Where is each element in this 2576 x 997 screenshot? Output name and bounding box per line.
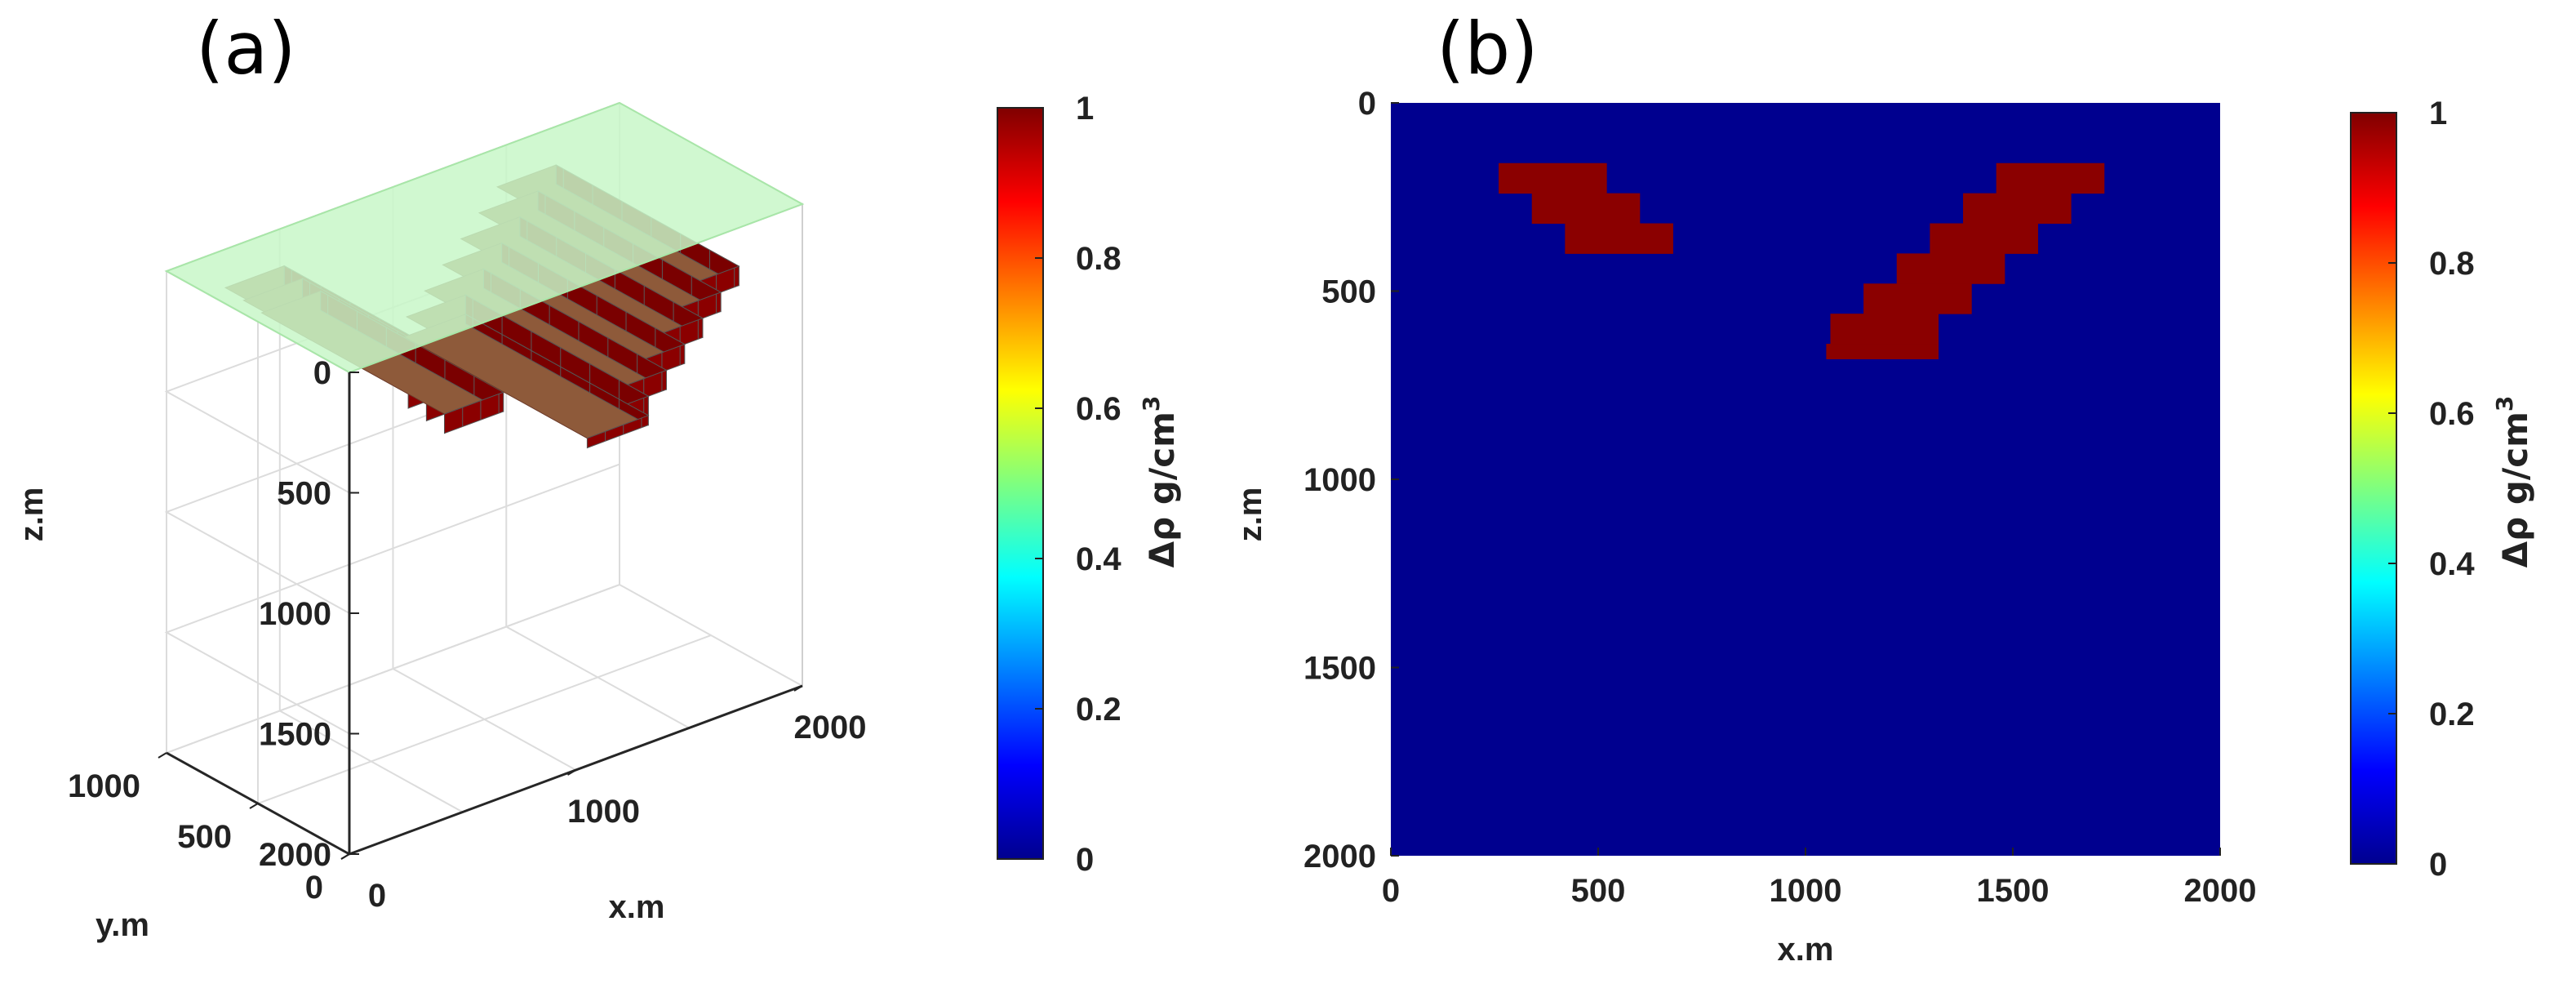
anomaly-cell-5 xyxy=(1930,223,2038,254)
panel-b-colorbar: 0 0.2 0.4 0.6 0.8 1 Δρ g/cm3 xyxy=(2350,96,2535,883)
colorbar-tick-label-1: 0.2 xyxy=(2429,697,2475,732)
panel-b-x-label: x.m xyxy=(1778,932,1834,968)
anomaly-cell-9 xyxy=(1826,344,1939,359)
x-tick-mark-2 xyxy=(793,685,803,692)
panel-b-colorbar-gradient xyxy=(2350,112,2397,865)
y-tick-mark-1 xyxy=(249,803,259,809)
colorbar-tick-label-3: 0.6 xyxy=(1076,391,1121,427)
panel-a-colorbar-ticks: 0 0.2 0.4 0.6 0.8 1 xyxy=(1035,91,1121,878)
x-tick-label-0: 0 xyxy=(368,878,386,914)
z-tick-label-4: 2000 xyxy=(259,837,331,873)
panel-b-background xyxy=(1391,103,2220,856)
panel-a-colorbar-gradient xyxy=(997,107,1044,860)
y-tick-mark-2 xyxy=(158,752,167,759)
voxel-front-4 xyxy=(444,391,504,434)
surface-plane xyxy=(164,101,805,374)
colorbar-tick-label-5: 1 xyxy=(2429,96,2447,131)
anomaly-cell-6 xyxy=(1896,253,2005,284)
anomaly-cell-3 xyxy=(1996,162,2105,194)
colorbar-tick-label-0: 0 xyxy=(2429,847,2447,883)
x-tick-label-3: 1500 xyxy=(1977,873,2050,909)
panel-label-a: (a) xyxy=(196,7,296,91)
colorbar-tick-label-2: 0.4 xyxy=(1076,541,1121,577)
y-tick-label-3: 1500 xyxy=(1304,651,1376,687)
panel-b-colorbar-ticks: 0 0.2 0.4 0.6 0.8 1 xyxy=(2388,96,2475,883)
anomaly-cell-4 xyxy=(1963,193,2072,225)
x-tick-mark-1 xyxy=(566,769,577,776)
x-tick-label-1: 1000 xyxy=(567,794,640,830)
x-tick-label-1: 500 xyxy=(1571,873,1626,909)
panel-a-z-label: z.m xyxy=(14,487,50,542)
panel-b-y-label: z.m xyxy=(1232,487,1268,542)
panel-a-colorbar: 0 0.2 0.4 0.6 0.8 1 Δρ g/cm3 xyxy=(997,91,1182,878)
colorbar-tick-label-4: 0.8 xyxy=(2429,246,2475,282)
y-tick-label-0: 0 xyxy=(305,870,323,906)
y-tick-mark-0 xyxy=(340,853,350,860)
panel-b-colorbar-label: Δρ g/cm3 xyxy=(2491,396,2535,568)
colorbar-tick-label-5: 1 xyxy=(1076,91,1094,127)
z-tick-label-3: 1500 xyxy=(259,717,331,753)
colorbar-tick-label-4: 0.8 xyxy=(1076,241,1121,277)
y-tick-label-2: 1000 xyxy=(68,768,140,804)
grid-y-0 xyxy=(349,372,803,856)
y-tick-label-4: 2000 xyxy=(1304,839,1376,875)
anomaly-cell-8 xyxy=(1830,314,1939,345)
anomaly-cell-0 xyxy=(1499,162,1607,194)
panel-a-colorbar-label: Δρ g/cm3 xyxy=(1138,396,1182,568)
panel-a-x-label: x.m xyxy=(609,889,665,925)
x-tick-label-2: 1000 xyxy=(1770,873,1842,909)
anomaly-cell-7 xyxy=(1863,283,1972,314)
z-tick-label-0: 0 xyxy=(313,355,331,391)
x-tick-label-4: 2000 xyxy=(2184,873,2257,909)
anomaly-cell-2 xyxy=(1565,223,1673,254)
panel-a-y-label: y.m xyxy=(95,907,149,943)
voxel-front-9 xyxy=(586,415,649,449)
y-tick-label-1: 500 xyxy=(177,819,232,855)
y-tick-label-0: 0 xyxy=(1358,86,1376,122)
x-tick-label-0: 0 xyxy=(1382,873,1400,909)
anomaly-cell-1 xyxy=(1531,193,1641,225)
colorbar-tick-label-1: 0.2 xyxy=(1076,692,1121,728)
x-tick-label-2: 2000 xyxy=(794,710,867,746)
y-tick-label-1: 500 xyxy=(1321,274,1376,310)
y-tick-label-2: 1000 xyxy=(1304,462,1376,498)
colorbar-tick-label-0: 0 xyxy=(1076,842,1094,878)
z-tick-label-1: 500 xyxy=(277,476,331,512)
panel-b-anomaly-cells xyxy=(1499,162,2105,359)
colorbar-tick-label-2: 0.4 xyxy=(2429,546,2475,582)
panel-label-b: (b) xyxy=(1437,7,1539,91)
z-tick-label-2: 1000 xyxy=(259,596,331,632)
panel-a-surface-plane xyxy=(164,101,805,374)
colorbar-tick-label-3: 0.6 xyxy=(2429,396,2475,432)
